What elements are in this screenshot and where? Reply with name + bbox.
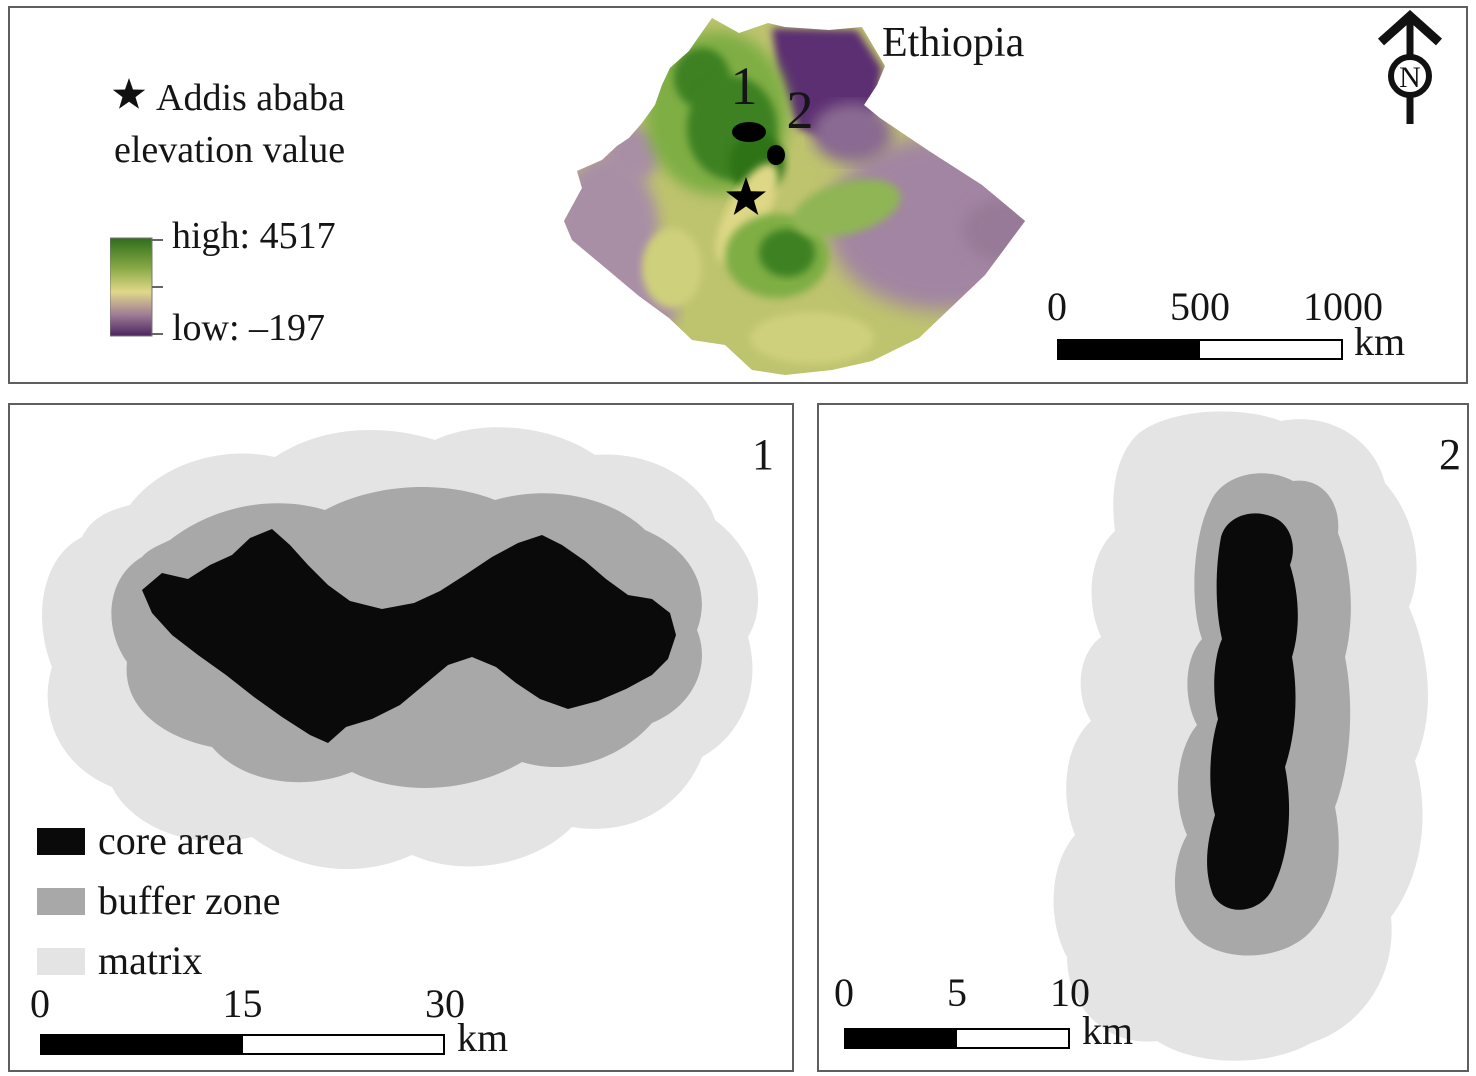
legend-row-buffer: buffer zone <box>37 881 281 921</box>
site2-marker <box>767 145 785 165</box>
scale-bar-white-half <box>957 1030 1068 1047</box>
scale-tick-label: 0 <box>834 970 854 1015</box>
overview-panel: Addis ababa elevation value high: 4517 l… <box>8 6 1468 384</box>
scale-tick-label: 15 <box>222 981 263 1026</box>
core-shape <box>1207 513 1298 910</box>
scale-tick-label: 30 <box>425 981 465 1026</box>
scale-bar-site1: 0 15 30 km <box>30 981 508 1059</box>
core-shape <box>142 529 676 743</box>
legend-swatch-matrix <box>37 947 85 975</box>
site2-map <box>1053 411 1428 1061</box>
legend-swatch-buffer <box>37 887 85 915</box>
panel-number: 2 <box>1439 430 1461 479</box>
legend-row-core: core area <box>37 821 243 861</box>
addis-star-marker <box>726 177 766 215</box>
scale-unit: km <box>1354 319 1406 364</box>
scale-unit: km <box>457 1015 509 1060</box>
north-arrow: N <box>1377 10 1443 124</box>
panel-number: 1 <box>752 430 774 479</box>
colorbar-low-label: low: –197 <box>172 307 326 349</box>
scale-tick-label: 500 <box>1170 284 1230 329</box>
addis-label: Addis ababa <box>156 77 345 119</box>
site1-marker <box>732 122 766 142</box>
scale-tick-label: 5 <box>947 970 967 1015</box>
elevation-colorbar <box>110 237 163 337</box>
legend-label: core area <box>98 818 244 863</box>
scale-bar-site2: 0 5 10 km <box>834 970 1133 1051</box>
site1-map <box>42 427 759 870</box>
colorbar-title: elevation value <box>114 129 346 171</box>
scale-tick-label: 0 <box>30 981 50 1026</box>
north-letter: N <box>1399 61 1421 94</box>
scale-unit: km <box>1082 1008 1134 1053</box>
map-site1-label: 1 <box>730 56 758 116</box>
legend-label: matrix <box>98 938 203 983</box>
site1-panel: 1 core area buffer zone matrix 0 15 30 <box>8 403 794 1072</box>
legend-swatch-core <box>37 827 85 855</box>
legend-row-matrix: matrix <box>37 941 202 981</box>
scale-bar-black-half <box>846 1030 957 1047</box>
scale-bar-black-half <box>42 1036 243 1053</box>
scale-bar-black-half <box>1059 341 1200 358</box>
scale-bar-overview: 0 500 1000 km <box>1047 284 1405 362</box>
country-label: Ethiopia <box>882 20 1025 66</box>
scale-tick-label: 1000 <box>1303 284 1383 329</box>
colorbar-high-label: high: 4517 <box>172 215 336 257</box>
scale-bar-white-half <box>242 1036 443 1053</box>
ethiopia-map <box>564 18 1025 375</box>
addis-star-icon <box>112 78 146 109</box>
star-shape <box>112 78 146 109</box>
scale-tick-label: 0 <box>1047 284 1067 329</box>
site2-panel: 2 0 5 10 km <box>817 403 1469 1072</box>
scale-tick-label: 10 <box>1050 970 1090 1015</box>
scale-bar-white-half <box>1200 341 1341 358</box>
map-site2-label: 2 <box>786 80 814 140</box>
legend-label: buffer zone <box>98 878 281 923</box>
